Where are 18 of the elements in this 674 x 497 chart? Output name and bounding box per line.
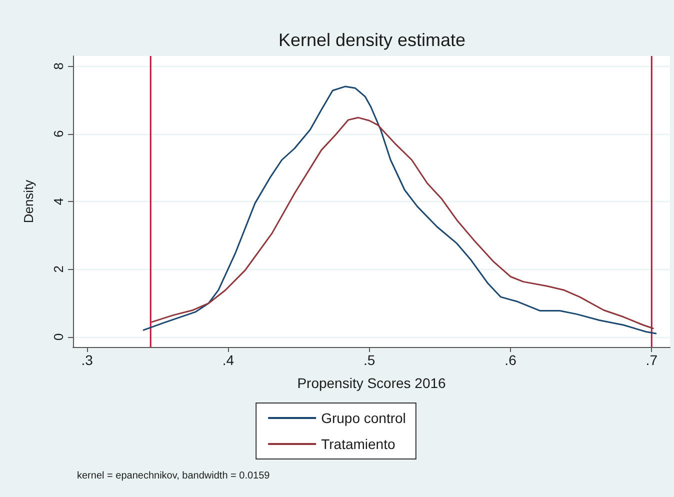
text: kernel = epanechnikov, bandwidth = 0.0159 — [77, 470, 270, 482]
y-tick-label: 6 — [51, 130, 66, 138]
y-tick-label: 0 — [51, 333, 66, 340]
chart-title: Kernel density estimate — [278, 30, 466, 50]
y-tick-label: 4 — [51, 198, 66, 206]
x-tick-label: .5 — [364, 352, 376, 368]
x-axis-title: Propensity Scores 2016 — [297, 375, 446, 391]
legend-label: Grupo control — [321, 410, 406, 426]
x-tick-label: .7 — [646, 352, 658, 368]
y-axis-title: Density — [21, 179, 36, 224]
y-tick-label: 2 — [51, 266, 66, 273]
line-series — [151, 116, 654, 330]
x-tick-label: .6 — [504, 352, 517, 368]
x-tick-label: .4 — [222, 352, 234, 368]
legend-label: Tratamiento — [321, 436, 396, 452]
y-tick-label: 8 — [51, 62, 66, 70]
x-tick-label: .3 — [81, 352, 94, 368]
line-series — [142, 86, 657, 334]
